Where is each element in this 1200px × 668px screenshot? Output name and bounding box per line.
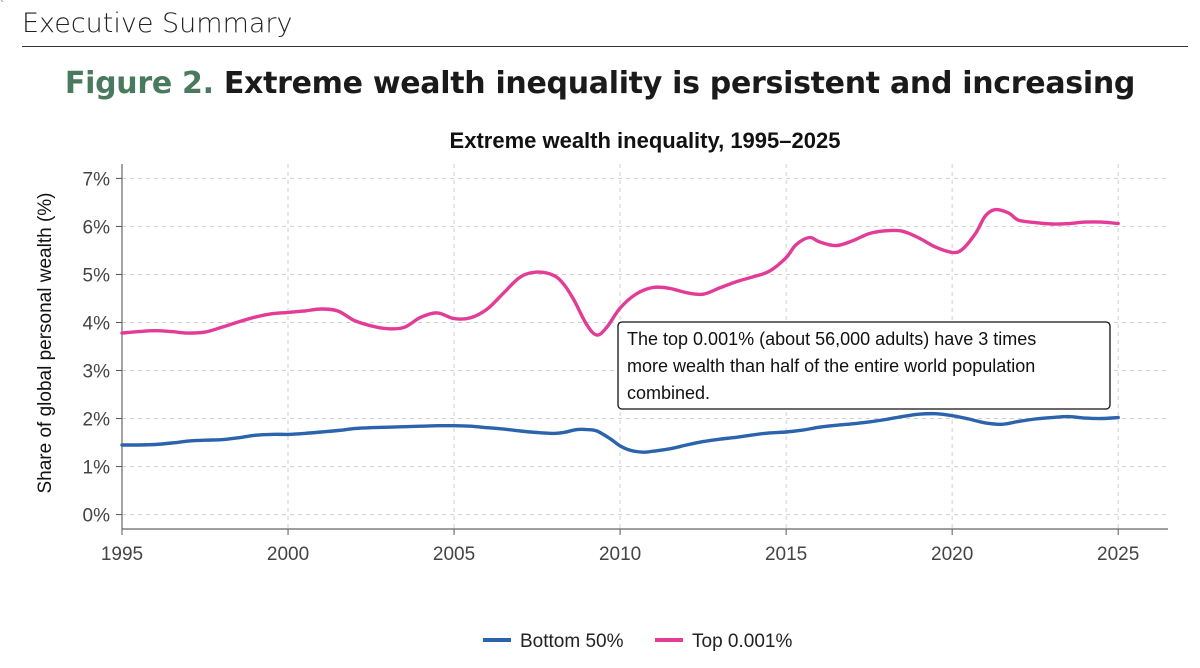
x-tick-label: 2020 xyxy=(931,544,973,565)
tick-labels: 0% 1% 2% 3% 4% 5% 6% 7% 1995 2000 2005 2010 2015 2020… xyxy=(83,169,1140,565)
y-tick-label: 4% xyxy=(83,313,111,334)
section-header: Executive Summary xyxy=(22,8,293,39)
series-line-bottom-50 xyxy=(120,411,1120,454)
y-axis-label: Share of global personal wealth (%) xyxy=(35,192,56,493)
y-tick-label: 0% xyxy=(83,506,111,527)
section-divider xyxy=(22,46,1188,47)
y-tick-label: 7% xyxy=(83,169,111,190)
y-tick-label: 1% xyxy=(83,458,111,479)
axes xyxy=(116,164,1168,535)
annotation: The top 0.001% (about 56,000 adults) hav… xyxy=(617,321,1111,410)
figure-caption: Extreme wealth inequality is persistent … xyxy=(223,66,1136,101)
annotation-line: combined. xyxy=(627,383,710,403)
x-tick-label: 2005 xyxy=(433,544,475,565)
y-tick-label: 3% xyxy=(83,362,111,383)
figure-number: Figure 2. xyxy=(64,66,214,101)
series-line-top-0001 xyxy=(120,207,1120,337)
x-tick-label: 1995 xyxy=(101,544,143,565)
annotation-line: more wealth than half of the entire worl… xyxy=(627,356,1035,376)
x-tick-label: 2015 xyxy=(765,544,807,565)
series-lines xyxy=(120,207,1120,454)
x-tick-label: 2025 xyxy=(1097,544,1139,565)
chart-title: Extreme wealth inequality, 1995–2025 xyxy=(450,128,841,153)
y-tick-label: 6% xyxy=(83,217,111,238)
legend-label: Top 0.001% xyxy=(692,631,792,652)
x-tick-label: 2000 xyxy=(267,544,309,565)
y-tick-label: 2% xyxy=(83,410,111,431)
annotation-box xyxy=(617,321,1111,410)
x-tick-label: 2010 xyxy=(599,544,641,565)
y-tick-label: 5% xyxy=(83,265,111,286)
corner-mark-icon: ‹ xyxy=(0,0,4,6)
annotation-line: The top 0.001% (about 56,000 adults) hav… xyxy=(627,329,1036,349)
legend-label: Bottom 50% xyxy=(520,631,624,652)
legend: Bottom 50% Top 0.001% xyxy=(483,631,792,652)
figure-title: Figure 2. Extreme wealth inequality is p… xyxy=(0,66,1200,101)
